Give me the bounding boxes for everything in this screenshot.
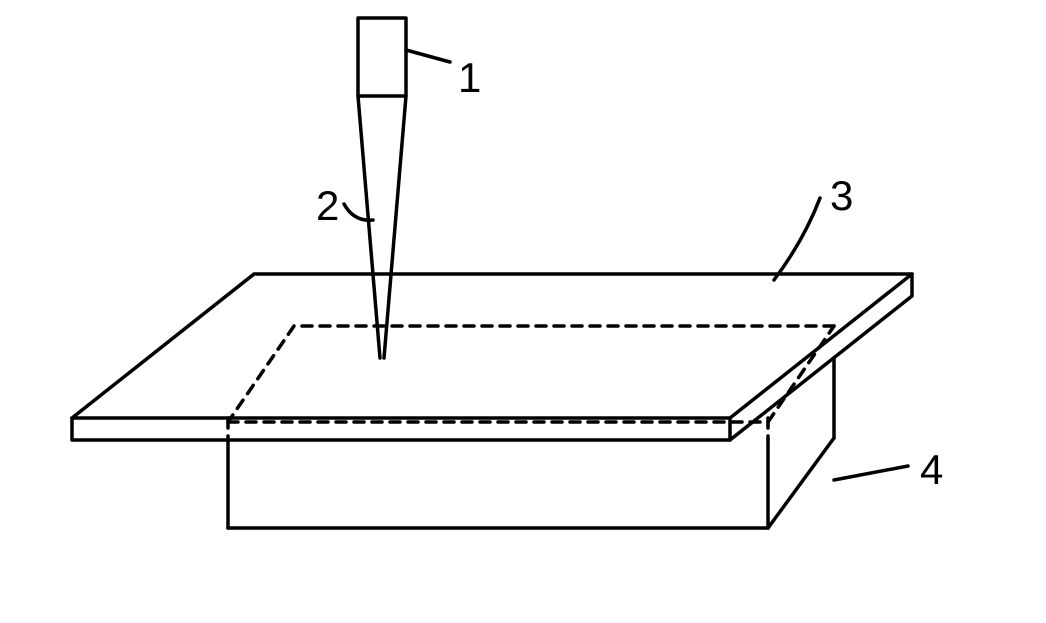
laser-beam-left: [358, 96, 380, 358]
diagram-svg: [0, 0, 1046, 623]
laser-beam-right: [384, 96, 406, 358]
technical-diagram: [0, 0, 1046, 623]
leader-laser-head: [406, 50, 450, 62]
hidden-right: [768, 326, 834, 422]
plate-right: [730, 274, 912, 440]
label-laser-head: 1: [458, 54, 481, 102]
leader-plate: [774, 198, 820, 280]
label-plate: 3: [830, 172, 853, 220]
label-support-block: 4: [920, 446, 943, 494]
leader-support-block: [834, 466, 908, 480]
hidden-left: [228, 326, 294, 422]
laser-head: [358, 18, 406, 96]
block-right-bottom: [768, 438, 834, 528]
label-laser-beam: 2: [316, 182, 339, 230]
